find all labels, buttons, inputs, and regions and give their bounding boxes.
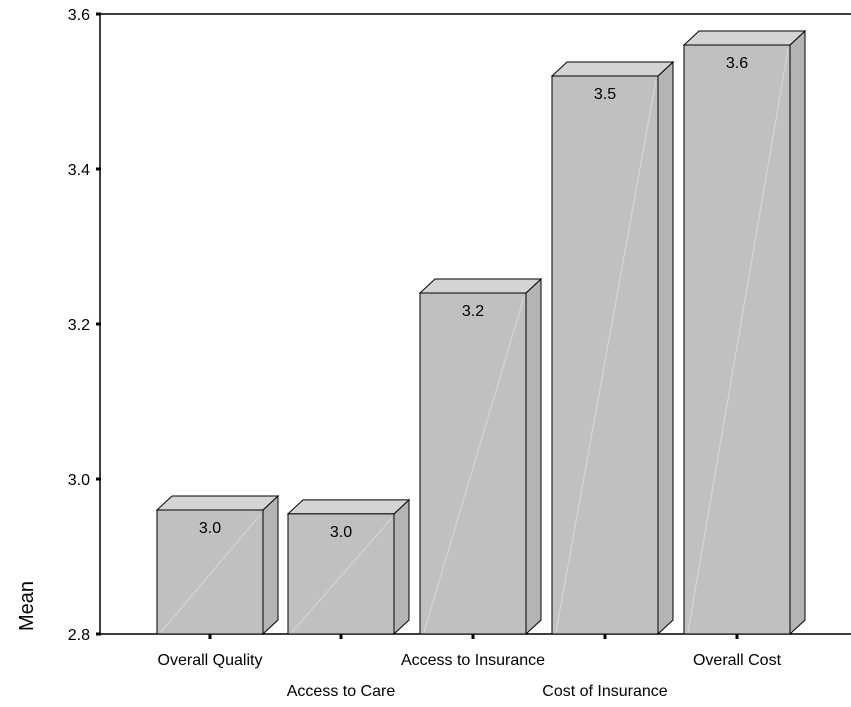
y-axis-title: Mean [16, 581, 38, 631]
bar-value-label: 3.2 [462, 303, 484, 320]
y-tick-label: 3.2 [68, 317, 90, 334]
bar-top [682, 30, 807, 46]
x-category-label: Access to Insurance [401, 652, 545, 669]
bar-sheen [555, 79, 657, 633]
bar-sheen [687, 48, 789, 633]
x-category-label: Overall Quality [158, 652, 263, 669]
bar-front [683, 44, 791, 635]
y-tick-label: 3.0 [68, 472, 90, 489]
y-tick-label: 3.6 [68, 7, 90, 24]
bar-top [286, 499, 411, 515]
x-category-label: Cost of Insurance [542, 683, 668, 700]
bar-front [287, 513, 395, 635]
bar-top [418, 278, 543, 294]
bar-value-label: 3.6 [726, 55, 748, 72]
bar: 3.0 [286, 498, 411, 636]
x-axis-labels: Overall Quality Access to Care Access to I… [158, 634, 782, 700]
bar-sheen [291, 517, 393, 633]
bar-top [155, 495, 280, 511]
bar-sheen [160, 513, 262, 633]
y-tick-label: 2.8 [68, 627, 90, 644]
bar-front [156, 509, 264, 635]
bar-sheen [423, 296, 525, 633]
bar-side [262, 494, 279, 636]
bar: 3.5 [550, 60, 675, 636]
bar-top [550, 61, 675, 77]
bars: 3.0 3.0 3.2 3.5 3.6 [155, 29, 807, 636]
x-category-label: Overall Cost [693, 652, 782, 669]
bar-value-label: 3.5 [594, 86, 616, 103]
bar-side [789, 29, 806, 636]
bar-side [393, 498, 410, 636]
bar: 3.6 [682, 29, 807, 636]
bar-value-label: 3.0 [330, 524, 352, 541]
bar-side [525, 277, 542, 636]
bar-value-label: 3.0 [199, 520, 221, 537]
y-tick-label: 3.4 [68, 162, 90, 179]
bar: 3.2 [418, 277, 543, 636]
bar: 3.0 [155, 494, 280, 636]
bar-front [551, 75, 659, 635]
x-category-label: Access to Care [287, 683, 396, 700]
bar-side [657, 60, 674, 636]
